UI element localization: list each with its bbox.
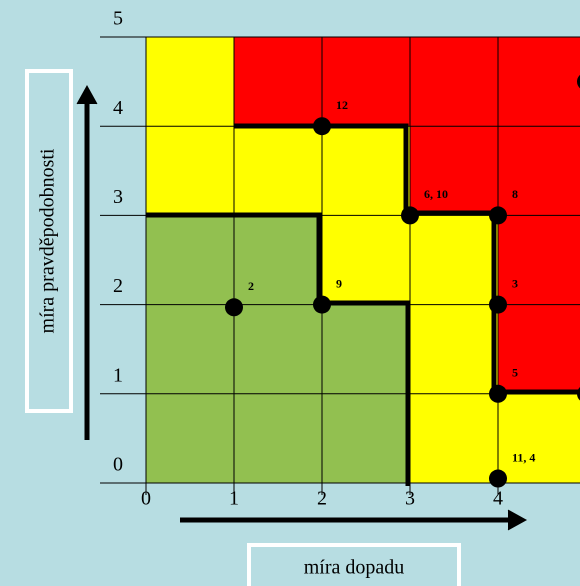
point — [489, 206, 507, 225]
point — [489, 295, 507, 314]
y-tick-label: 4 — [113, 97, 123, 119]
point — [577, 74, 580, 89]
point-label: 9 — [336, 276, 342, 290]
arrows — [76, 84, 528, 531]
point-label: 8 — [512, 187, 518, 201]
point-label: 3 — [512, 276, 518, 290]
x-tick-label: 1 — [229, 488, 239, 510]
x-tick-label: 2 — [317, 488, 327, 510]
x-label-box — [247, 543, 461, 586]
x-tick-label: 3 — [405, 488, 415, 510]
y-tick-label: 0 — [113, 454, 123, 476]
y-axis-label: míra pravděpodobnosti — [37, 148, 59, 333]
y-label-box — [25, 69, 73, 413]
point — [489, 384, 507, 403]
x-tick-label: 4 — [493, 488, 503, 510]
point — [401, 206, 419, 225]
point — [577, 387, 580, 401]
point — [313, 295, 331, 314]
risk-zones — [146, 37, 580, 483]
point-label: 6, 10 — [424, 187, 448, 201]
y-tick-label: 2 — [113, 275, 123, 297]
point-label: 12 — [336, 98, 348, 112]
y-tick-label: 5 — [113, 8, 123, 30]
point — [225, 298, 243, 317]
point-label: 2 — [248, 279, 254, 293]
point-label: 11, 4 — [512, 450, 535, 464]
y-tick-label: 1 — [113, 364, 123, 386]
x-axis-label: míra dopadu — [304, 557, 405, 579]
y-tick-label: 3 — [113, 186, 123, 208]
point-label: 5 — [512, 366, 518, 380]
point — [313, 117, 331, 136]
point — [489, 469, 507, 488]
x-tick-label: 0 — [141, 488, 151, 510]
